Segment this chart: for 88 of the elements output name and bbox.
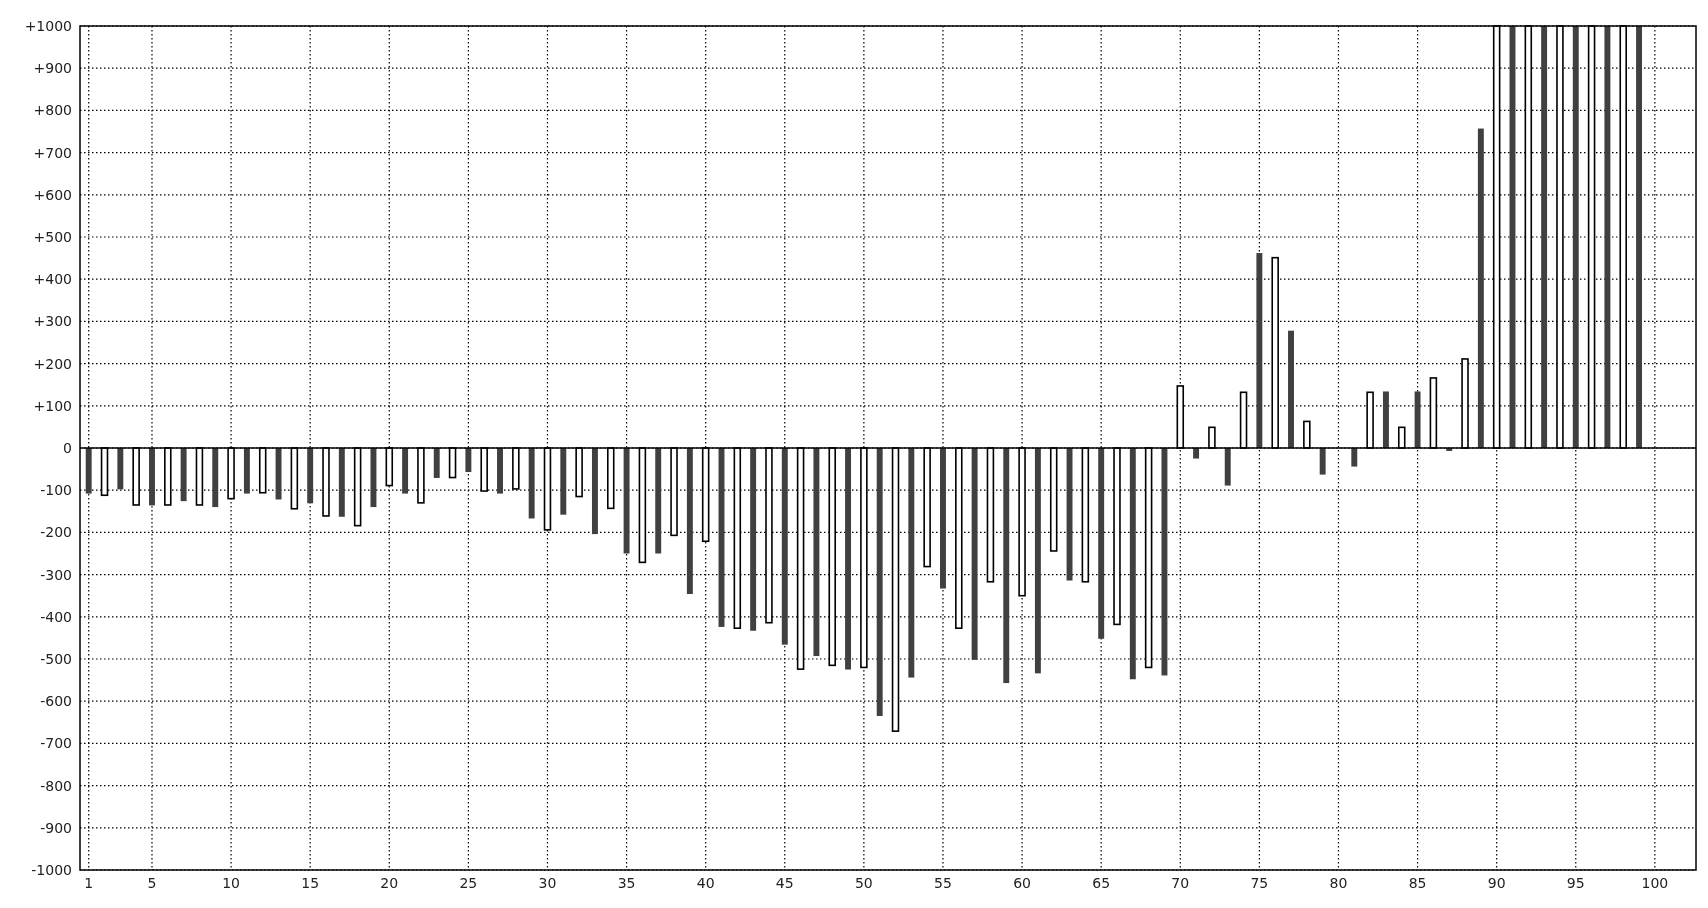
- x-tick-label: 50: [854, 875, 873, 891]
- x-tick-label: 10: [222, 875, 240, 891]
- bar: [212, 448, 219, 508]
- bar: [307, 448, 314, 504]
- bar: [560, 448, 567, 515]
- bar: [1572, 26, 1579, 448]
- bar: [117, 448, 124, 490]
- y-tick-label: -500: [40, 650, 72, 667]
- bar: [623, 448, 630, 554]
- bar: [1256, 253, 1263, 448]
- y-tick-label: -200: [40, 524, 72, 541]
- bar: [433, 448, 440, 478]
- bar: [1414, 391, 1421, 448]
- bar: [1034, 448, 1041, 674]
- x-tick-label: 45: [775, 875, 794, 891]
- bar: [1541, 26, 1548, 448]
- bar: [1224, 448, 1231, 486]
- bar: [243, 448, 250, 494]
- bar: [338, 448, 345, 517]
- bar: [750, 448, 757, 631]
- y-tick-label: +500: [33, 228, 72, 245]
- y-tick-label: +800: [33, 102, 72, 119]
- y-tick-label: +600: [33, 186, 72, 203]
- x-tick-label: 80: [1329, 875, 1348, 891]
- x-tick-label: 60: [1013, 875, 1031, 891]
- y-tick-label: -300: [40, 566, 72, 583]
- bar: [1636, 26, 1643, 448]
- y-tick-label: -800: [40, 777, 72, 794]
- y-tick-label: -1000: [31, 861, 72, 878]
- x-tick-label: 75: [1250, 875, 1269, 891]
- y-tick-label: -700: [40, 735, 72, 752]
- bar: [940, 448, 946, 589]
- y-tick-label: +300: [33, 313, 72, 330]
- x-tick-label: 85: [1408, 875, 1427, 891]
- bar: [876, 448, 883, 716]
- y-tick-label: +100: [33, 397, 72, 414]
- bar: [149, 448, 155, 506]
- y-tick-label: -400: [40, 608, 72, 625]
- y-tick-label: +400: [33, 271, 72, 288]
- bar: [1351, 448, 1358, 467]
- bar: [1098, 448, 1105, 639]
- y-tick-label: -900: [40, 819, 72, 836]
- bar: [370, 448, 377, 508]
- bar: [1288, 330, 1294, 448]
- x-tick-label: 40: [696, 875, 715, 891]
- x-tick-label: 25: [459, 875, 478, 891]
- x-tick-label: 20: [380, 875, 399, 891]
- bar: [85, 448, 92, 494]
- bar: [686, 448, 693, 595]
- x-tick-label: 1: [84, 875, 94, 891]
- y-tick-label: +900: [33, 60, 72, 77]
- bar: [813, 448, 820, 657]
- bar: [1604, 26, 1611, 448]
- bar: [1382, 391, 1389, 448]
- x-tick-label: 90: [1487, 875, 1506, 891]
- bar: [1477, 128, 1484, 448]
- bar: [275, 448, 282, 500]
- y-tick-label: -600: [40, 693, 72, 710]
- x-tick-label: 5: [147, 875, 157, 891]
- bar: [908, 448, 915, 678]
- bar: [1003, 448, 1010, 684]
- bar: [655, 448, 662, 554]
- x-tick-label: 30: [538, 875, 557, 891]
- x-tick-label: 70: [1171, 875, 1190, 891]
- bar: [1129, 448, 1136, 680]
- x-tick-label: 35: [617, 875, 636, 891]
- bar: [402, 448, 409, 494]
- bar: [1319, 448, 1326, 475]
- y-tick-label: 0: [63, 439, 72, 456]
- bar: [465, 448, 472, 473]
- bar: [180, 448, 187, 502]
- bar: [971, 448, 978, 660]
- y-tick-label: -100: [40, 482, 72, 499]
- bar: [591, 448, 598, 535]
- bar: [1193, 448, 1200, 459]
- bar: [528, 448, 535, 519]
- y-tick-label: +1000: [24, 17, 72, 34]
- bar: [781, 448, 788, 645]
- y-tick-label: +200: [33, 355, 72, 372]
- bar: [497, 448, 503, 494]
- x-tick-label: 95: [1566, 875, 1585, 891]
- bar: [1161, 448, 1168, 676]
- bar: [845, 448, 852, 670]
- x-tick-label: 55: [934, 875, 952, 891]
- x-tick-label: 15: [301, 875, 320, 891]
- x-tick-label: 100: [1641, 875, 1669, 891]
- x-tick-label: 65: [1092, 875, 1111, 891]
- y-tick-label: +700: [33, 144, 72, 161]
